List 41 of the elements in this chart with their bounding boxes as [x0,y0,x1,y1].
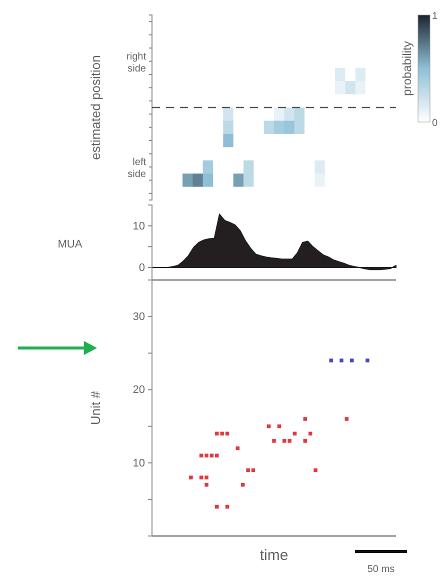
point [308,432,312,436]
y-axis-title: MUA [58,238,83,250]
point [344,417,349,421]
point [215,432,219,436]
point [329,358,333,362]
y-tick-label: left side [128,156,146,180]
point [210,454,214,458]
y-axis-title: estimated position [88,55,103,160]
point [340,358,344,362]
y-tick-label: 0 [138,262,145,274]
point [220,432,224,436]
y-tick-label: 30 [132,311,145,324]
y-axis-title: Unit # [88,390,103,425]
point [204,476,208,480]
point [215,504,219,509]
color-bar-label: 1 [432,11,438,22]
color-bar-title: probability [400,41,414,96]
point [303,439,308,443]
point [215,454,219,458]
point [314,468,318,472]
point [350,358,354,362]
point [282,439,286,443]
text: 50 ms [367,564,395,575]
y-tick-label: 20 [132,384,145,396]
point [204,482,208,487]
point [366,358,370,362]
point [204,454,208,458]
point [189,476,193,480]
point [272,439,276,443]
y-tick-label: 10 [132,220,145,232]
point [292,432,297,436]
point [288,439,292,443]
point [199,476,204,480]
point [225,432,230,436]
point [303,417,308,421]
point [199,454,204,458]
point [246,468,250,472]
x-axis-title: time [260,547,288,564]
color-bar-label: 0 [432,118,438,129]
y-tick-label: right side [126,51,146,74]
y-tick-label: 10 [132,457,145,470]
